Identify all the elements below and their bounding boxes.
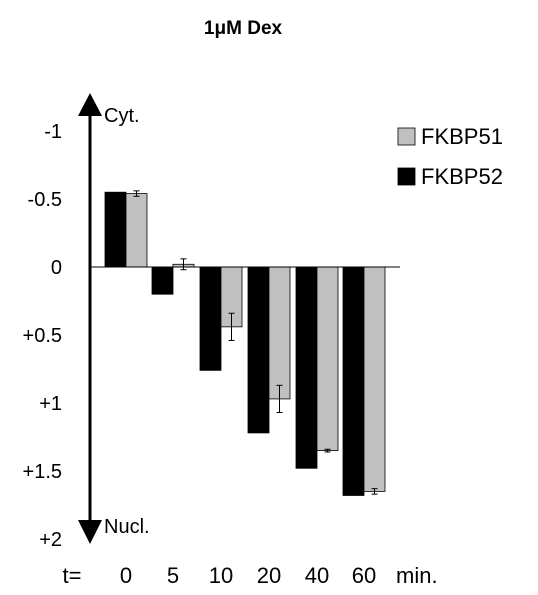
bar-fkbp52-5 [151, 266, 174, 295]
error-bar [276, 384, 283, 414]
y-tick-label: +2 [39, 529, 62, 551]
legend-label-fkbp51: FKBP51 [421, 124, 503, 149]
x-prefix-label: t= [63, 563, 82, 588]
bar-fkbp51-20 [268, 266, 291, 400]
axis-top-label: Cyt. [104, 105, 140, 127]
axis-bottom-label: Nucl. [104, 516, 150, 538]
y-tick-label: +1 [39, 393, 62, 415]
y-tick-label: -0.5 [28, 189, 62, 211]
error-bar [371, 488, 378, 495]
y-tick-label: +1.5 [23, 461, 62, 483]
bar-fkbp52-60 [342, 266, 365, 496]
bar-fkbp51-0 [125, 193, 148, 268]
axis-layer [78, 93, 400, 544]
bar-fkbp52-10 [199, 266, 222, 371]
legend-swatch-fkbp51 [397, 127, 416, 146]
x-tick-label: 0 [120, 563, 132, 588]
x-tick-label: 10 [209, 563, 233, 588]
y-tick-label: +0.5 [23, 325, 62, 347]
y-tick-label: -1 [44, 121, 62, 143]
legend-swatch-fkbp52 [397, 167, 416, 186]
chart-title: 1μM Dex [204, 18, 283, 39]
bar-fkbp52-20 [247, 266, 270, 434]
x-tick-label: 40 [305, 563, 329, 588]
y-tick-label: 0 [51, 257, 62, 279]
bar-fkbp51-60 [363, 266, 386, 492]
bar-fkbp52-40 [295, 266, 318, 469]
error-bar [324, 448, 331, 453]
x-unit-label: min. [396, 563, 438, 588]
up-arrow-icon [78, 93, 102, 116]
x-tick-label: 20 [257, 563, 281, 588]
bar-fkbp52-0 [104, 191, 127, 268]
down-arrow-icon [78, 520, 102, 544]
x-tick-label: 60 [352, 563, 376, 588]
legend-label-fkbp52: FKBP52 [421, 164, 503, 189]
error-bar [133, 190, 140, 197]
error-bar [228, 312, 235, 341]
x-tick-label: 5 [167, 563, 179, 588]
bar-fkbp51-40 [316, 266, 339, 452]
bars-layer [104, 190, 386, 496]
x-tick-labels: t= min. 0 5 10 20 40 60 [63, 563, 438, 588]
y-tick-labels: -1 -0.5 0 +0.5 +1 +1.5 +2 [23, 121, 62, 551]
error-bar [180, 258, 187, 271]
legend: FKBP51 FKBP52 [397, 124, 503, 189]
